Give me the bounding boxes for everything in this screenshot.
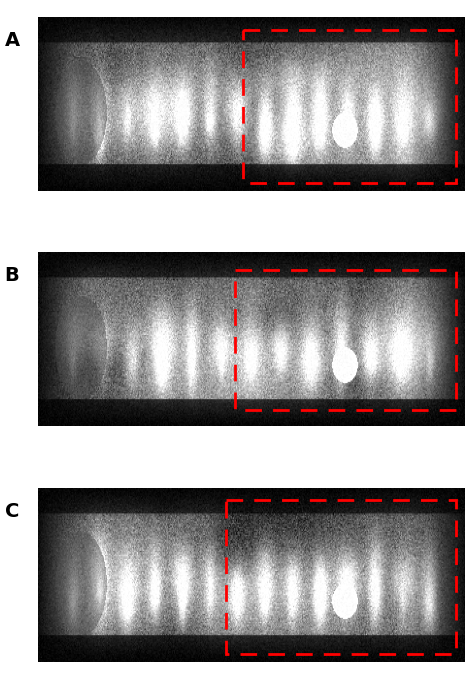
Bar bbox=[235, 270, 456, 409]
Text: A: A bbox=[5, 31, 20, 50]
Text: B: B bbox=[5, 266, 19, 285]
Bar bbox=[243, 30, 456, 183]
Bar bbox=[226, 501, 456, 653]
Text: C: C bbox=[5, 501, 19, 520]
